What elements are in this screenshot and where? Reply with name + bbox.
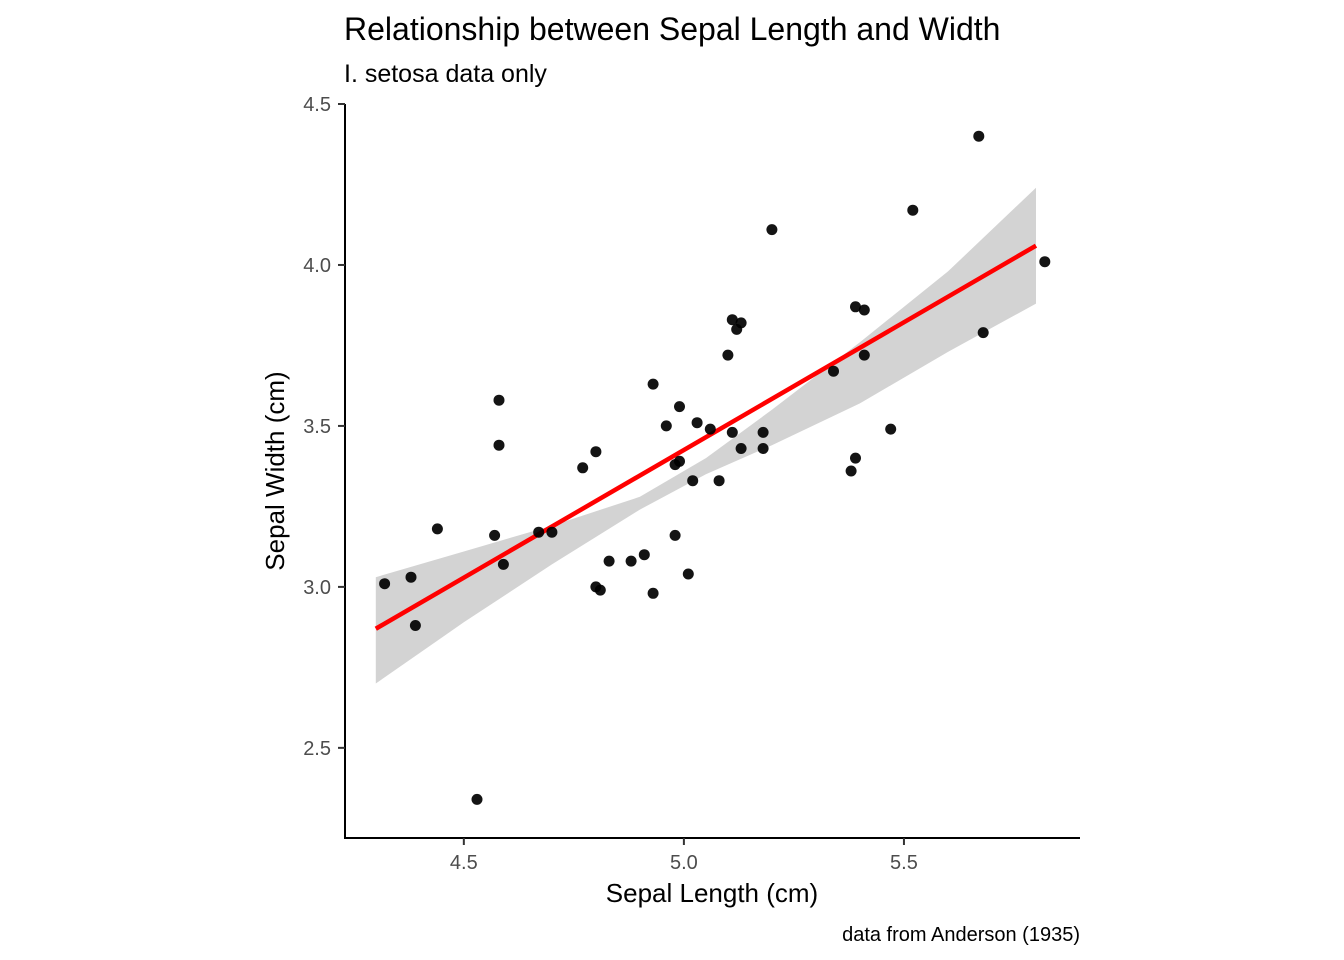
data-point <box>405 571 417 583</box>
data-point <box>687 475 699 487</box>
y-tick-label: 4.5 <box>303 94 331 116</box>
data-point <box>409 620 421 631</box>
data-point <box>638 549 650 561</box>
data-point <box>735 317 747 329</box>
data-point <box>858 304 870 316</box>
data-point <box>625 555 637 567</box>
data-point <box>973 130 985 142</box>
confidence-band-layer <box>375 187 1036 684</box>
data-point <box>828 365 839 377</box>
chart-caption: data from Anderson (1935) <box>842 924 1080 946</box>
data-point <box>674 401 685 413</box>
regression-line <box>374 243 1038 631</box>
data-point <box>431 523 443 535</box>
data-point <box>722 349 734 361</box>
data-point <box>977 327 989 339</box>
data-point <box>533 526 545 538</box>
data-points-layer <box>379 130 1051 805</box>
y-tick-label: 4.0 <box>303 255 331 277</box>
data-point <box>603 555 615 567</box>
data-point <box>594 584 606 596</box>
data-point <box>735 443 747 454</box>
y-tick-label: 2.5 <box>303 738 331 760</box>
data-point <box>674 455 685 467</box>
data-point <box>379 578 391 590</box>
data-point <box>647 587 659 599</box>
y-tick-label: 3.5 <box>303 416 331 438</box>
y-tick-label: 3.0 <box>303 577 331 599</box>
data-point <box>704 423 716 435</box>
data-point <box>691 417 703 429</box>
data-point <box>713 475 725 487</box>
fit-line-layer <box>374 243 1038 631</box>
x-tick-label: 4.5 <box>450 852 478 874</box>
data-point <box>726 314 738 326</box>
y-axis-title: Sepal Width (cm) <box>260 371 290 570</box>
x-ticks: 4.5 5.0 5.5 <box>450 838 918 874</box>
data-point <box>757 426 769 438</box>
data-point <box>850 301 861 313</box>
data-point <box>546 526 558 538</box>
data-point <box>757 443 769 454</box>
y-ticks: 2.5 3.0 3.5 4.0 4.5 <box>303 94 345 760</box>
x-tick-label: 5.5 <box>890 852 918 874</box>
data-point <box>493 439 505 451</box>
data-point <box>907 204 919 216</box>
chart-title: Relationship between Sepal Length and Wi… <box>344 11 1000 47</box>
data-point <box>489 529 501 541</box>
data-point <box>858 349 870 361</box>
x-tick-label: 5.0 <box>670 852 698 874</box>
data-point <box>845 465 857 477</box>
data-point <box>850 452 861 464</box>
chart-subtitle: I. setosa data only <box>344 60 547 88</box>
data-point <box>471 793 483 805</box>
data-point <box>885 423 897 435</box>
data-point <box>497 558 509 570</box>
data-point <box>590 446 602 458</box>
data-point <box>682 568 694 580</box>
data-point <box>1039 256 1051 268</box>
data-point <box>493 394 505 406</box>
confidence-band <box>375 187 1036 684</box>
data-point <box>660 420 672 432</box>
data-point <box>647 378 659 390</box>
data-point <box>726 426 738 438</box>
data-point <box>669 529 681 541</box>
x-axis-title: Sepal Length (cm) <box>606 878 818 908</box>
data-point <box>766 224 778 236</box>
data-point <box>577 462 589 474</box>
